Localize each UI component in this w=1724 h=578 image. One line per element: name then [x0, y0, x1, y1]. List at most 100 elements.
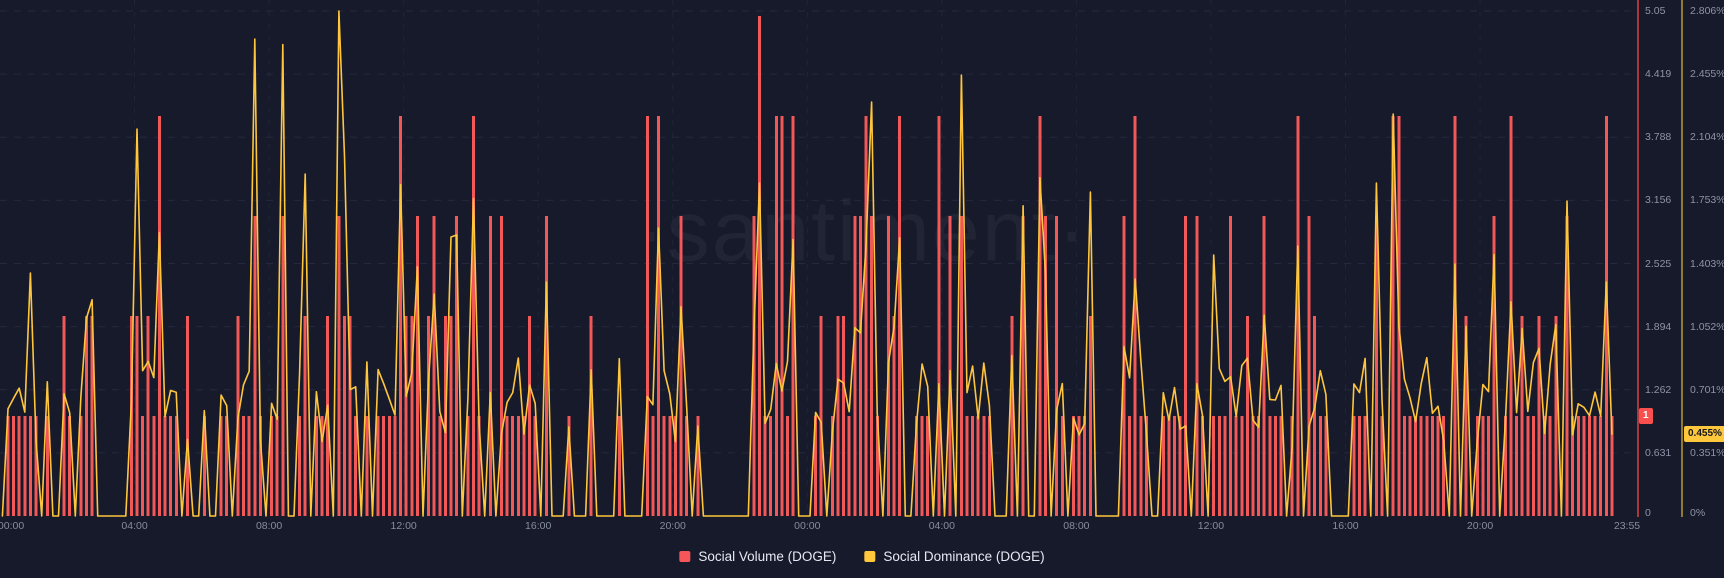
volume-bar — [399, 116, 403, 516]
volume-bar — [6, 416, 10, 516]
dominance-axis-tick: 0.701% — [1690, 383, 1724, 396]
volume-bar — [432, 216, 436, 516]
volume-bar — [533, 416, 537, 516]
volume-bar — [488, 216, 492, 516]
volume-bar — [146, 316, 150, 516]
volume-bar — [926, 416, 930, 516]
volume-bar — [500, 216, 504, 516]
volume-bar — [174, 416, 178, 516]
dominance-current-badge: 0.455% — [1684, 426, 1724, 443]
volume-axis-tick: 0.631 — [1645, 446, 1672, 459]
chart-canvas — [0, 0, 1637, 517]
volume-bar — [253, 216, 257, 516]
volume-bar — [763, 416, 767, 516]
volume-bar — [1234, 416, 1238, 516]
volume-bar — [141, 416, 145, 516]
volume-bar — [477, 416, 481, 516]
volume-bar — [449, 316, 453, 516]
volume-bar — [427, 316, 431, 516]
volume-bar — [870, 216, 874, 516]
x-axis-tick: 16:00 — [1332, 520, 1359, 532]
volume-axis-tick: 3.788 — [1645, 131, 1672, 143]
dominance-axis-tick: 1.052% — [1690, 320, 1724, 333]
volume-bar — [45, 416, 49, 516]
volume-axis-tick: 1.894 — [1645, 320, 1672, 333]
volume-bar — [1167, 416, 1171, 516]
volume-bar — [982, 416, 986, 516]
legend-item-social-dominance[interactable]: Social Dominance (DOGE) — [864, 549, 1045, 564]
volume-bar — [455, 216, 459, 516]
volume-bar — [1520, 316, 1524, 516]
volume-bar — [679, 216, 683, 516]
volume-bar — [1604, 116, 1608, 516]
volume-bar — [1279, 416, 1283, 516]
volume-bar — [1021, 216, 1025, 516]
legend-item-social-volume[interactable]: Social Volume (DOGE) — [679, 549, 836, 564]
volume-bar — [651, 416, 655, 516]
volume-bar — [1408, 416, 1412, 516]
volume-bar — [668, 416, 672, 516]
volume-bar — [90, 316, 94, 516]
volume-bar — [1133, 116, 1137, 516]
volume-bar — [202, 416, 206, 516]
volume-bar — [948, 216, 952, 516]
volume-bar — [1296, 116, 1300, 516]
volume-bar — [342, 316, 346, 516]
volume-bar — [1038, 116, 1042, 516]
volume-bar — [376, 416, 380, 516]
volume-bar — [157, 116, 161, 516]
dominance-axis-tick: 1.403% — [1690, 257, 1724, 270]
volume-bar — [1599, 416, 1603, 516]
volume-bar — [1453, 116, 1457, 516]
volume-bar — [1313, 316, 1317, 516]
volume-bar — [258, 416, 262, 516]
volume-bar — [505, 416, 509, 516]
volume-bar — [830, 416, 834, 516]
dominance-line — [1, 10, 1613, 517]
volume-bar — [275, 416, 279, 516]
x-axis-tick: 12:00 — [1197, 520, 1225, 532]
volume-bar — [1060, 416, 1064, 516]
volume-bar — [1212, 416, 1216, 516]
volume-bar — [354, 416, 358, 516]
volume-bar — [1593, 416, 1597, 516]
volume-bar — [314, 416, 318, 516]
volume-bar — [1352, 416, 1356, 516]
chart-legend: Social Volume (DOGE) Social Dominance (D… — [679, 549, 1045, 564]
volume-bar — [1268, 416, 1272, 516]
dominance-series-swatch-icon — [864, 551, 876, 562]
volume-bar — [1587, 416, 1591, 516]
dominance-axis-tick: 2.455% — [1690, 67, 1724, 80]
volume-bar — [842, 316, 846, 516]
volume-bar — [382, 416, 386, 516]
volume-bar — [696, 416, 700, 516]
volume-bar — [757, 16, 761, 516]
volume-bar — [1571, 416, 1575, 516]
volume-bar — [814, 416, 818, 516]
volume-bar — [1307, 216, 1311, 516]
volume-bar — [1503, 416, 1507, 516]
volume-bar — [864, 116, 868, 516]
volume-bar — [1043, 216, 1047, 516]
x-axis-tick: 20:00 — [1466, 520, 1494, 532]
volume-bar — [471, 116, 475, 516]
volume-series-swatch-icon — [679, 551, 691, 562]
volume-bar — [1178, 416, 1182, 516]
volume-bar — [85, 316, 89, 516]
plot-area[interactable] — [0, 0, 1637, 517]
x-axis-tick: 08:00 — [255, 520, 283, 532]
volume-bar — [847, 416, 851, 516]
volume-bar — [1487, 416, 1491, 516]
dominance-axis-tick: 2.806% — [1690, 4, 1724, 17]
volume-bar — [1526, 416, 1530, 516]
volume-axis-tick: 2.525 — [1645, 257, 1672, 270]
volume-bar — [522, 416, 526, 516]
volume-bar — [780, 116, 784, 516]
volume-axis-line — [1637, 0, 1639, 517]
volume-bar — [1077, 416, 1081, 516]
volume-bar — [673, 416, 677, 516]
volume-bar — [17, 416, 21, 516]
volume-bar — [1072, 416, 1076, 516]
volume-bar — [1419, 416, 1423, 516]
dominance-axis-tick: 2.104% — [1690, 131, 1724, 143]
